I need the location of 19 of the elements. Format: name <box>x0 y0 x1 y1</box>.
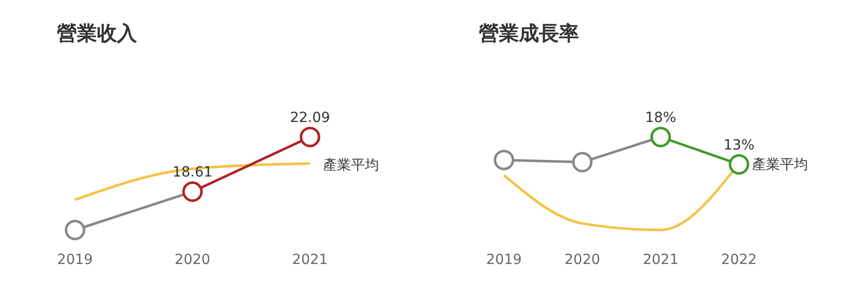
point <box>572 152 593 172</box>
x-tick-label: 2022 <box>721 252 757 268</box>
series-label: 產業平均 <box>752 157 808 174</box>
chart-title: 營業成長率 <box>479 20 580 47</box>
x-tick-label: 2019 <box>57 252 93 268</box>
point <box>728 154 750 175</box>
x-tick-label: 2020 <box>564 252 600 268</box>
series-label: 產業平均 <box>323 157 379 174</box>
chart-title: 營業收入 <box>57 20 138 47</box>
data-label: 18% <box>645 110 676 126</box>
x-tick-label: 2021 <box>292 252 328 268</box>
point <box>650 126 671 148</box>
x-tick-label: 2021 <box>642 252 678 268</box>
data-label: 18.61 <box>172 164 213 181</box>
data-label: 13% <box>723 137 755 154</box>
x-tick-label: 2019 <box>486 252 522 268</box>
x-tick-label: 2020 <box>174 252 210 268</box>
data-label: 22.09 <box>290 110 330 126</box>
point <box>494 150 514 170</box>
